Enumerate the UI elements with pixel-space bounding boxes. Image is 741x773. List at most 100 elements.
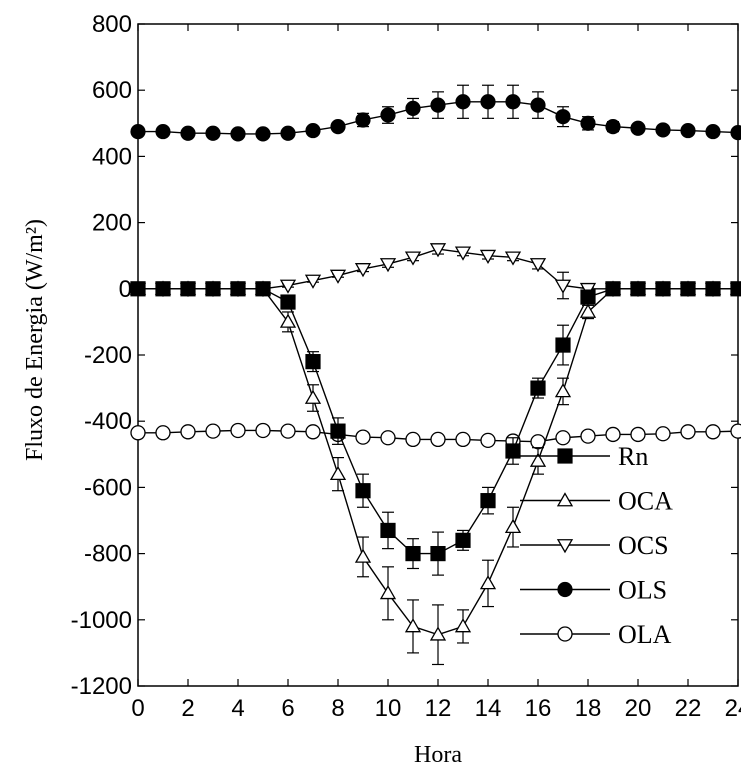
data-point bbox=[705, 424, 721, 440]
x-tick-label: 0 bbox=[131, 695, 144, 722]
data-point bbox=[555, 109, 571, 125]
data-point bbox=[530, 97, 546, 113]
data-point bbox=[730, 124, 741, 141]
data-point bbox=[555, 430, 571, 446]
data-point bbox=[280, 294, 296, 310]
data-point bbox=[580, 289, 596, 305]
y-axis-title: Fluxo de Energia (W/m²) bbox=[22, 219, 48, 461]
series-rn bbox=[130, 281, 741, 576]
data-point bbox=[354, 548, 372, 563]
data-point bbox=[430, 97, 446, 113]
data-point bbox=[305, 122, 321, 139]
x-tick-label: 4 bbox=[231, 695, 244, 722]
series-group bbox=[129, 84, 741, 666]
data-point bbox=[130, 425, 146, 441]
data-point bbox=[405, 100, 421, 117]
data-point bbox=[355, 429, 371, 445]
data-point bbox=[480, 493, 496, 509]
data-point bbox=[404, 251, 422, 266]
data-point bbox=[479, 575, 497, 590]
y-tick-label: -400 bbox=[84, 408, 132, 435]
data-point bbox=[205, 125, 221, 141]
data-point bbox=[429, 243, 447, 258]
data-point bbox=[554, 383, 572, 398]
data-point bbox=[155, 123, 171, 140]
data-point bbox=[405, 545, 421, 562]
y-tick-label: -800 bbox=[84, 541, 132, 568]
data-point bbox=[630, 120, 646, 136]
legend-label: OLS bbox=[618, 576, 667, 605]
x-tick-label: 24 bbox=[725, 695, 741, 722]
data-point bbox=[429, 626, 447, 641]
data-point bbox=[130, 281, 146, 297]
ticks-group: 8006004002000-200-400-600-800-1000-12000… bbox=[71, 11, 741, 722]
legend-marker bbox=[556, 492, 574, 507]
data-point bbox=[354, 263, 372, 278]
data-point bbox=[430, 545, 446, 562]
x-tick-label: 6 bbox=[281, 695, 294, 722]
data-point bbox=[180, 125, 196, 141]
series-ola bbox=[130, 422, 741, 450]
data-point bbox=[454, 246, 472, 261]
y-tick-label: -1000 bbox=[71, 607, 132, 634]
data-point bbox=[380, 430, 396, 446]
data-point bbox=[180, 281, 196, 297]
series-ocs bbox=[129, 243, 741, 300]
data-point bbox=[480, 432, 496, 449]
data-point bbox=[680, 424, 696, 440]
data-point bbox=[455, 532, 471, 548]
data-point bbox=[630, 426, 646, 443]
data-point bbox=[505, 94, 521, 110]
data-point bbox=[330, 423, 346, 439]
data-point bbox=[155, 425, 171, 441]
data-point bbox=[255, 281, 271, 297]
legend-marker bbox=[557, 581, 573, 598]
x-tick-label: 12 bbox=[425, 695, 452, 722]
data-point bbox=[730, 281, 741, 297]
data-point bbox=[355, 483, 371, 499]
data-point bbox=[605, 119, 621, 135]
data-point bbox=[280, 423, 296, 439]
data-point bbox=[379, 258, 397, 273]
data-point bbox=[304, 389, 322, 404]
x-tick-label: 18 bbox=[575, 695, 602, 722]
legend-entry-oca: OCA bbox=[520, 487, 673, 516]
y-tick-label: 600 bbox=[92, 77, 132, 104]
data-point bbox=[305, 424, 321, 440]
y-tick-label: 0 bbox=[119, 276, 132, 303]
legend-marker bbox=[556, 539, 574, 554]
legend-label: Rn bbox=[618, 442, 648, 471]
data-point bbox=[329, 465, 347, 481]
data-point bbox=[630, 281, 646, 297]
data-point bbox=[479, 249, 497, 265]
data-point bbox=[205, 281, 221, 297]
data-point bbox=[130, 123, 146, 140]
data-point bbox=[530, 380, 546, 396]
data-point bbox=[680, 122, 696, 139]
data-point bbox=[304, 274, 322, 289]
data-point bbox=[279, 279, 297, 294]
data-point bbox=[255, 422, 271, 439]
data-point bbox=[455, 431, 471, 448]
legend-marker bbox=[557, 448, 573, 464]
data-point bbox=[655, 426, 671, 442]
x-tick-label: 14 bbox=[475, 695, 502, 722]
x-tick-label: 22 bbox=[675, 695, 702, 722]
data-point bbox=[705, 281, 721, 297]
data-point bbox=[380, 522, 396, 539]
data-point bbox=[330, 119, 346, 135]
data-point bbox=[205, 423, 221, 439]
data-point bbox=[655, 281, 671, 297]
data-point bbox=[230, 281, 246, 297]
x-tick-label: 20 bbox=[625, 695, 652, 722]
data-point bbox=[529, 258, 547, 273]
y-tick-label: 800 bbox=[92, 11, 132, 38]
data-point bbox=[680, 281, 696, 297]
data-point bbox=[554, 279, 572, 294]
data-point bbox=[455, 94, 471, 110]
y-tick-label: 200 bbox=[92, 210, 132, 237]
data-point bbox=[379, 585, 397, 600]
legend-entry-ols: OLS bbox=[520, 576, 667, 605]
data-point bbox=[555, 337, 571, 353]
x-axis-title: Hora bbox=[414, 742, 462, 768]
